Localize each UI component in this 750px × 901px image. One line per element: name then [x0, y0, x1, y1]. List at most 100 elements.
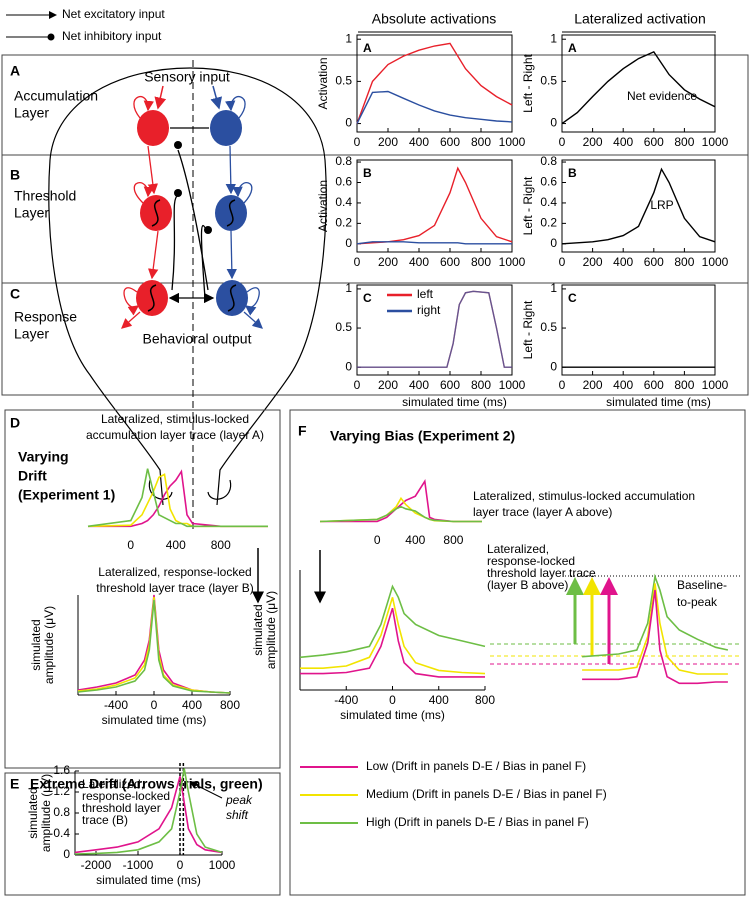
series-line — [77, 596, 231, 694]
y-axis-label: Left - Right — [521, 176, 535, 235]
series-line — [77, 599, 231, 694]
inhib-dot — [174, 189, 182, 197]
panel-d-frame — [4, 409, 281, 769]
chart: -2000 -1000 0 1000 0 0.4 0.8 1.2 1.6 simulated ti… — [26, 763, 236, 887]
row-name: Layer — [14, 105, 49, 121]
row-name: Threshold — [14, 188, 76, 204]
legend-dot — [47, 33, 55, 41]
x-tick-label: -400 — [334, 693, 358, 707]
y-axis-label: amplitude (μV) — [42, 606, 56, 684]
panel-label: C — [568, 291, 577, 305]
row-letter: A — [10, 63, 20, 79]
x-tick-label: 200 — [583, 135, 603, 149]
series-line — [74, 768, 223, 855]
x-tick-label: 600 — [644, 135, 664, 149]
y-tick-label: 0 — [550, 116, 557, 130]
x-axis-label: simulated time (ms) — [340, 708, 445, 722]
chart: 0 200 400 600 800 1000 0 0.5 1 Activation A — [316, 31, 525, 149]
x-tick-label: 800 — [674, 135, 694, 149]
x-tick-label: 800 — [220, 698, 240, 712]
chart-title: accumulation layer trace (layer A) — [86, 428, 264, 442]
baseline-note: Baseline- — [677, 578, 727, 592]
chart-title: (layer B above) — [487, 578, 568, 592]
x-axis-label: simulated time (ms) — [102, 713, 207, 727]
x-tick-label: 0 — [177, 858, 184, 872]
panel-heading: Drift — [18, 468, 47, 484]
x-axis-label: simulated time (ms) — [96, 873, 201, 887]
x-tick-label: 1000 — [499, 135, 526, 149]
plot-frame — [561, 159, 716, 253]
x-tick-label: 600 — [440, 135, 460, 149]
series-line — [356, 241, 512, 245]
x-tick-label: 400 — [166, 538, 186, 552]
chart: 0 400 800 Lateralized, stimulus-locked accum… — [86, 412, 268, 552]
series-line — [300, 597, 486, 675]
x-tick-label: 0 — [127, 538, 134, 552]
y-axis-label: Left - Right — [521, 300, 535, 359]
y-tick-label: 0.4 — [540, 195, 557, 209]
row-name: Layer — [14, 326, 49, 342]
panel-heading: (Experiment 1) — [18, 487, 115, 503]
x-tick-label: -1000 — [123, 858, 154, 872]
x-tick-label: 1000 — [702, 255, 729, 269]
y-tick-label: 0 — [345, 236, 352, 250]
top-frame — [1, 54, 749, 396]
y-tick-label: 1 — [345, 281, 352, 295]
x-tick-label: 0 — [354, 135, 361, 149]
panel-heading: Varying — [18, 449, 69, 465]
y-tick-label: 0.2 — [540, 216, 557, 230]
x-tick-label: 0 — [559, 378, 566, 392]
x-tick-label: 800 — [443, 533, 463, 547]
x-tick-label: 1000 — [209, 858, 236, 872]
chart-title: threshold layer trace — [487, 566, 596, 580]
peak-shift: peak — [225, 793, 253, 807]
chart: 0 200 400 600 800 1000 0 0.5 1 simulated time (ms… — [521, 281, 728, 409]
x-tick-label: 200 — [378, 255, 398, 269]
chart-title: Lateralized, stimulus-locked accumulatio… — [473, 489, 695, 503]
x-tick-label: 800 — [471, 378, 491, 392]
x-tick-label: 600 — [644, 378, 664, 392]
x-tick-label: 400 — [429, 693, 449, 707]
column-header: Absolute activations — [372, 11, 497, 27]
y-tick-label: 0 — [345, 116, 352, 130]
row-letter: B — [10, 167, 20, 183]
chart: 0 200 400 600 800 1000 0 0.5 1 simulated time (ms… — [335, 281, 525, 409]
y-tick-label: 1 — [550, 31, 557, 45]
chart-title: threshold layer — [82, 801, 161, 815]
x-tick-label: 800 — [211, 538, 231, 552]
x-tick-label: 0 — [151, 698, 158, 712]
x-tick-label: 400 — [182, 698, 202, 712]
y-tick-label: 0.5 — [335, 74, 352, 88]
y-tick-label: 0.5 — [540, 320, 557, 334]
x-tick-label: -400 — [104, 698, 128, 712]
y-tick-label: 1 — [550, 281, 557, 295]
y-tick-label: 0 — [63, 847, 70, 861]
series-line — [356, 42, 513, 124]
x-tick-label: 200 — [378, 135, 398, 149]
inhib-dot — [204, 226, 212, 234]
x-tick-label: 400 — [613, 378, 633, 392]
panel-label: B — [363, 166, 372, 180]
x-axis-label: simulated time (ms) — [402, 395, 507, 409]
x-tick-label: 600 — [440, 378, 460, 392]
arrow — [154, 85, 167, 110]
series-line — [319, 496, 482, 523]
x-tick-label: 800 — [471, 255, 491, 269]
x-tick-label: 600 — [440, 255, 460, 269]
panel-label: B — [568, 166, 577, 180]
x-tick-label: 400 — [405, 533, 425, 547]
legend-text: Net excitatory input — [62, 7, 165, 21]
chart-title: trace (B) — [82, 813, 128, 827]
y-tick-label: 0.5 — [335, 320, 352, 334]
panel-heading: Varying Bias (Experiment 2) — [330, 428, 515, 444]
x-tick-label: 400 — [613, 255, 633, 269]
series-line — [357, 290, 512, 368]
series-line — [356, 90, 513, 124]
panel-label: C — [363, 291, 372, 305]
y-tick-label: 0 — [550, 236, 557, 250]
series-line — [561, 167, 716, 245]
plot-frame — [356, 34, 513, 133]
chart-title: Lateralized, response-locked — [98, 565, 251, 579]
x-axis-label: simulated time (ms) — [606, 395, 711, 409]
